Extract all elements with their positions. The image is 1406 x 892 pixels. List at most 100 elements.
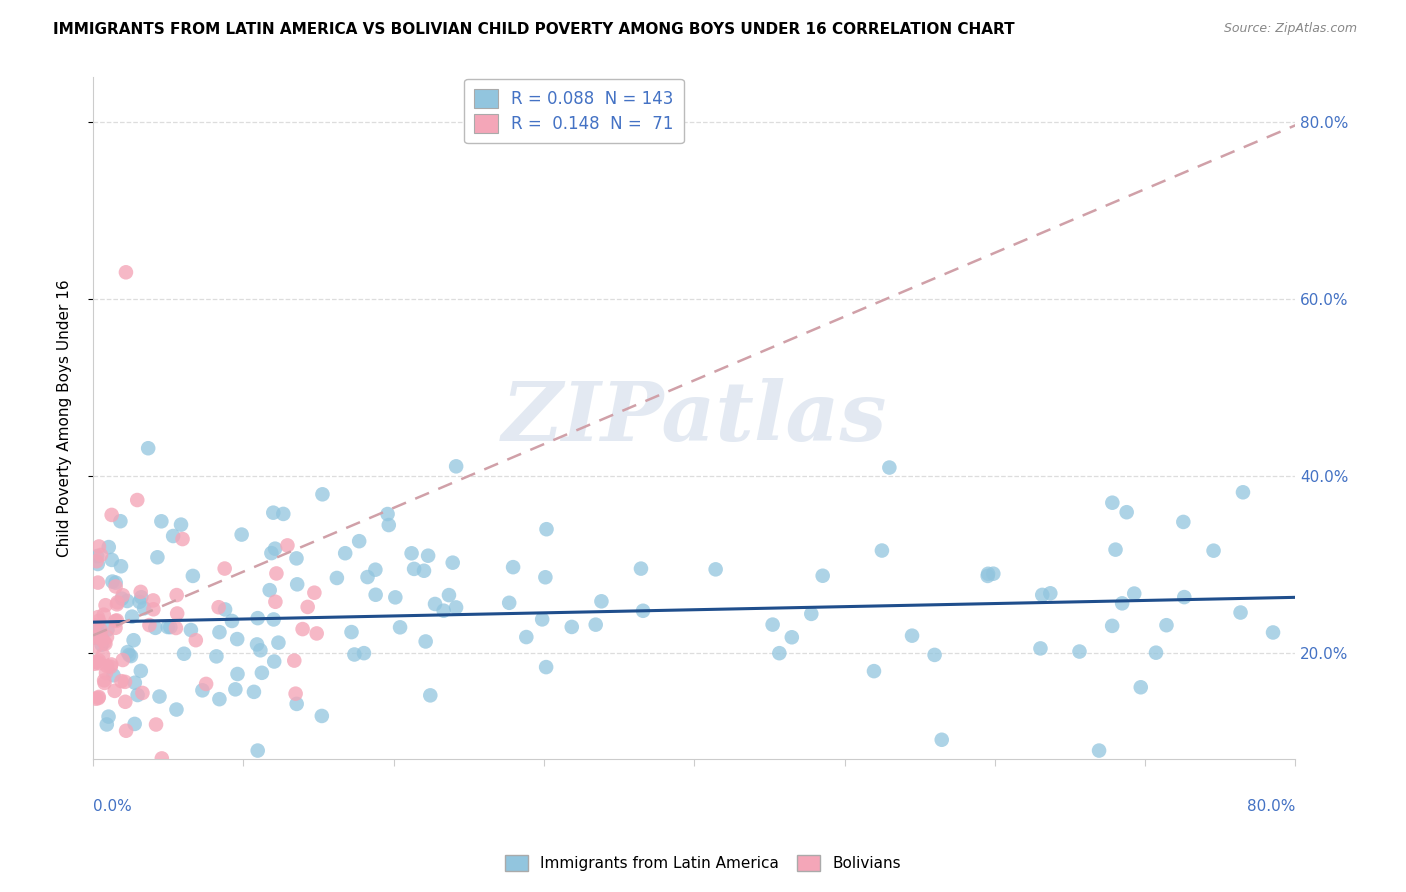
Point [768, 646, 790, 660]
Point [384, 591, 406, 605]
Point [340, 625, 363, 640]
Point [285, 697, 308, 711]
Point [1261, 625, 1284, 640]
Point [285, 577, 308, 591]
Text: Source: ZipAtlas.com: Source: ZipAtlas.com [1223, 22, 1357, 36]
Point [259, 583, 281, 598]
Point [86, 624, 108, 638]
Point [94, 598, 117, 612]
Point [271, 507, 294, 521]
Point [413, 564, 436, 578]
Point [502, 560, 524, 574]
Point [246, 743, 269, 757]
Point [264, 541, 287, 556]
Point [181, 569, 204, 583]
Point [91, 632, 114, 647]
Point [231, 527, 253, 541]
Point [246, 611, 269, 625]
Point [100, 659, 122, 673]
Point [83, 657, 105, 671]
Point [93, 635, 115, 649]
Point [94, 637, 117, 651]
Point [96, 623, 118, 637]
Legend: Immigrants from Latin America, Bolivians: Immigrants from Latin America, Bolivians [499, 849, 907, 877]
Point [138, 618, 160, 632]
Point [159, 620, 181, 634]
Point [195, 677, 218, 691]
Point [879, 460, 901, 475]
Point [377, 507, 399, 521]
Point [101, 574, 124, 589]
Point [111, 588, 134, 602]
Point [122, 633, 145, 648]
Point [84, 691, 107, 706]
Point [423, 597, 446, 611]
Point [96, 630, 118, 644]
Point [166, 702, 188, 716]
Point [208, 692, 231, 706]
Point [208, 625, 231, 640]
Point [1232, 485, 1254, 500]
Point [762, 617, 785, 632]
Point [283, 654, 305, 668]
Point [104, 575, 127, 590]
Legend: R = 0.088  N = 143, R =  0.148  N =  71: R = 0.088 N = 143, R = 0.148 N = 71 [464, 79, 683, 144]
Point [534, 660, 557, 674]
Point [1039, 586, 1062, 600]
Point [285, 551, 308, 566]
Point [585, 617, 607, 632]
Point [976, 569, 998, 583]
Point [262, 506, 284, 520]
Point [205, 649, 228, 664]
Point [704, 562, 727, 576]
Point [180, 623, 202, 637]
Point [249, 643, 271, 657]
Point [977, 566, 1000, 581]
Point [291, 622, 314, 636]
Point [110, 674, 132, 689]
Point [127, 493, 149, 508]
Point [389, 620, 412, 634]
Point [131, 591, 153, 605]
Point [1088, 743, 1111, 757]
Point [84, 640, 107, 654]
Point [93, 607, 115, 622]
Point [531, 612, 554, 626]
Point [143, 621, 166, 635]
Point [1202, 543, 1225, 558]
Point [419, 689, 441, 703]
Point [515, 630, 537, 644]
Point [1229, 606, 1251, 620]
Point [536, 522, 558, 536]
Point [263, 655, 285, 669]
Point [136, 441, 159, 455]
Point [267, 635, 290, 649]
Point [630, 561, 652, 575]
Point [124, 675, 146, 690]
Point [170, 517, 193, 532]
Point [104, 621, 127, 635]
Point [264, 595, 287, 609]
Point [90, 638, 112, 652]
Point [97, 540, 120, 554]
Point [311, 487, 333, 501]
Point [115, 265, 138, 279]
Point [114, 695, 136, 709]
Point [114, 674, 136, 689]
Point [266, 566, 288, 581]
Point [246, 637, 269, 651]
Point [591, 594, 613, 608]
Point [87, 575, 110, 590]
Point [191, 683, 214, 698]
Point [276, 538, 298, 552]
Point [924, 648, 946, 662]
Point [131, 686, 153, 700]
Point [208, 600, 231, 615]
Point [378, 518, 401, 533]
Point [498, 596, 520, 610]
Point [226, 632, 249, 646]
Point [87, 691, 110, 706]
Point [165, 621, 187, 635]
Point [401, 546, 423, 560]
Point [311, 709, 333, 723]
